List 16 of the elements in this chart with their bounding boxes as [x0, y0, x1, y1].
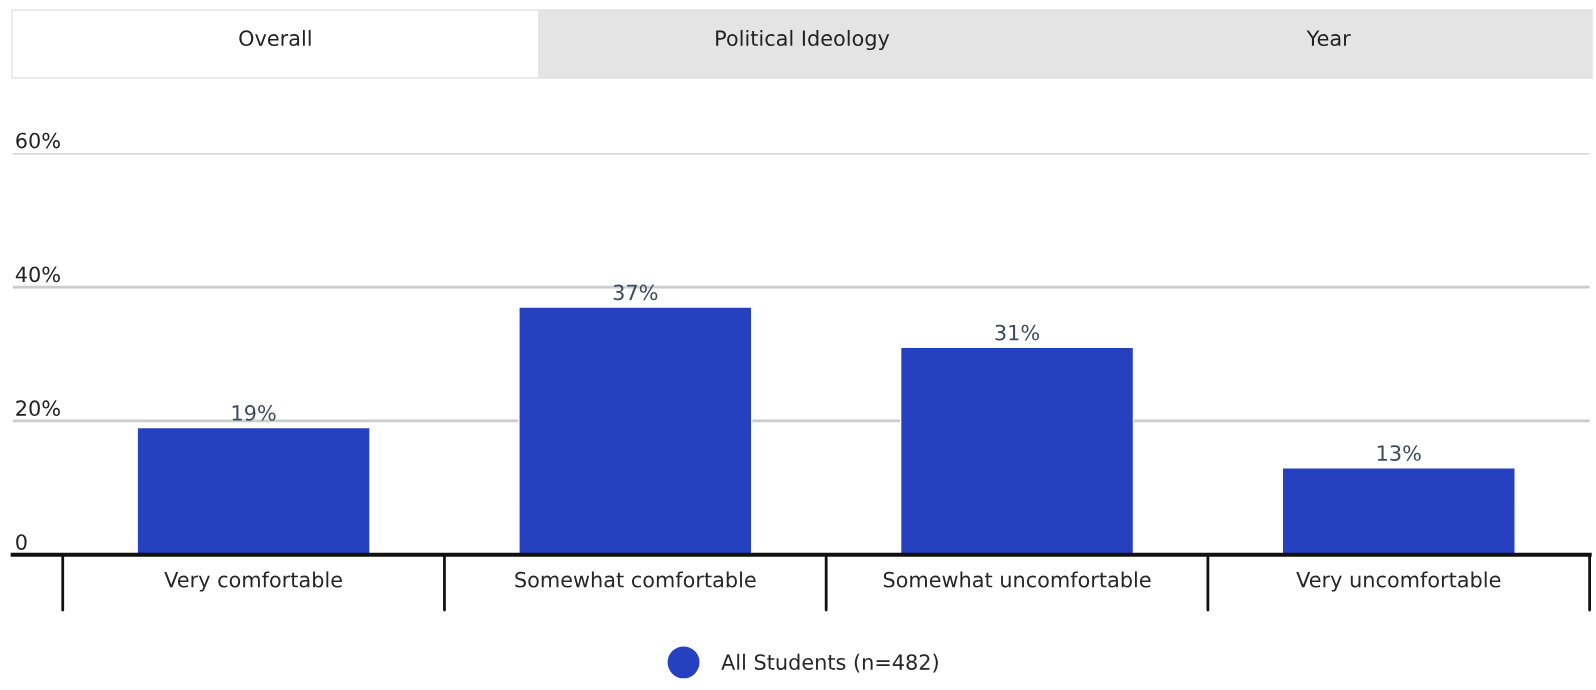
y-tick-label: 0	[16, 534, 27, 550]
y-tick-label: 60%	[16, 132, 60, 149]
data-label: 13%	[1377, 445, 1421, 461]
x-tick-label: Very comfortable	[164, 571, 342, 592]
x-tick-label: Very uncomfortable	[1296, 571, 1501, 592]
data-label: 31%	[995, 324, 1040, 341]
x-tick-label: Somewhat comfortable	[515, 571, 756, 588]
legend-label: All Students (n=482)	[721, 653, 938, 673]
text: Overall	[239, 29, 311, 47]
text: Year	[1306, 30, 1351, 47]
x-tick-label: Somewhat uncomfortable	[883, 571, 1151, 588]
data-label: 37%	[613, 284, 658, 301]
data-label: 19%	[232, 405, 276, 421]
text: Political Ideology	[716, 29, 890, 51]
y-tick-label: 20%	[16, 400, 60, 417]
y-tick-label: 40%	[15, 266, 60, 283]
